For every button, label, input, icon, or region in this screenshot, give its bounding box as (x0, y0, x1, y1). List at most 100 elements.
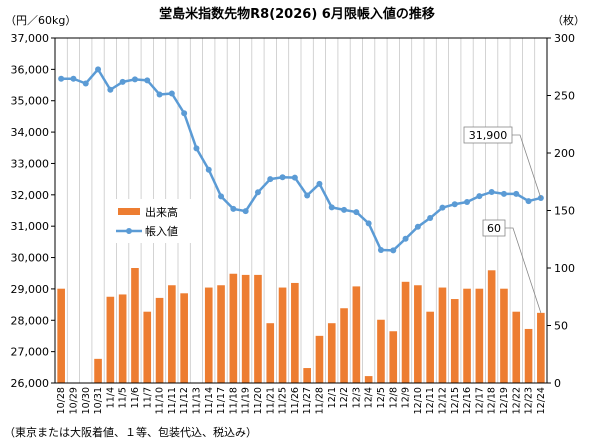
x-tick-label: 11/4 (105, 387, 116, 408)
x-tick-label: 10/30 (81, 387, 92, 414)
price-point (414, 223, 421, 230)
left-tick-label: 28,000 (11, 314, 50, 327)
price-point (341, 206, 348, 213)
price-point (144, 77, 151, 84)
callout-box (463, 126, 513, 144)
left-tick-label: 36,000 (11, 63, 50, 76)
bar (204, 287, 213, 383)
x-tick-label: 11/19 (241, 387, 252, 414)
price-point (82, 80, 89, 87)
price-point (230, 205, 237, 212)
callout-label: 60 (487, 222, 501, 235)
x-tick-label: 12/18 (487, 387, 498, 414)
price-point (365, 220, 372, 227)
price-point (254, 189, 261, 196)
x-tick-label: 12/22 (511, 387, 522, 414)
left-tick-label: 33,000 (11, 157, 50, 170)
chart-title: 堂島米指数先物R8(2026) 6月限帳入値の推移 (159, 6, 435, 22)
left-axis-ticks: 26,000 27,000 28,000 29,000 30,000 31,000 32,0… (11, 32, 55, 390)
x-tick-label: 10/31 (93, 387, 104, 414)
legend-label-price: 帳入値 (145, 224, 178, 238)
x-tick-label: 11/14 (204, 387, 215, 414)
right-tick-label: 250 (554, 90, 575, 103)
price-point (70, 75, 77, 82)
price-point (205, 166, 212, 173)
bar (524, 328, 533, 383)
price-point (304, 192, 311, 199)
bars-group (57, 268, 545, 383)
price-point (513, 190, 520, 197)
bar (254, 274, 262, 383)
bar (487, 270, 496, 383)
bar (278, 287, 287, 383)
x-tick-label: 11/25 (278, 387, 289, 414)
x-tick-label: 12/15 (450, 387, 461, 414)
price-point (181, 110, 188, 117)
right-axis-unit: （枚） (552, 13, 585, 27)
bar (352, 286, 361, 383)
bar (57, 288, 65, 383)
right-tick-label: 200 (554, 147, 575, 160)
legend: 出来高 帳入値 (106, 199, 196, 243)
bar (438, 287, 447, 383)
price-point (218, 193, 225, 200)
price-line (61, 68, 542, 252)
price-point (193, 145, 200, 152)
bar (241, 274, 250, 383)
bar (401, 281, 410, 383)
price-point (119, 78, 126, 85)
x-tick-label: 11/20 (253, 387, 264, 414)
x-tick-label: 12/4 (364, 387, 375, 408)
legend-line-marker (126, 228, 132, 234)
bar (155, 297, 164, 383)
right-tick-label: 300 (554, 32, 575, 45)
bar (340, 308, 348, 383)
bar (377, 319, 385, 383)
bar (537, 312, 545, 383)
price-point (107, 86, 114, 93)
left-tick-label: 31,000 (11, 220, 50, 233)
right-axis-ticks: 0 50 100 150 200 250 300 (547, 32, 575, 390)
bar (143, 311, 152, 383)
x-tick-label: 12/16 (462, 387, 473, 414)
callouts: 31,900 60 (463, 126, 542, 313)
x-tick-label: 12/10 (413, 387, 424, 414)
price-point (279, 174, 286, 181)
price-point (58, 75, 65, 82)
bar (217, 285, 225, 383)
x-tick-label: 10/28 (56, 387, 67, 414)
x-tick-label: 10/29 (68, 387, 79, 414)
x-tick-label: 11/6 (130, 387, 141, 408)
left-tick-label: 32,000 (11, 189, 50, 202)
x-tick-label: 11/5 (118, 387, 129, 408)
x-tick-label: 11/17 (216, 387, 227, 414)
price-point (390, 247, 397, 254)
price-point (131, 76, 138, 83)
bar (94, 358, 102, 383)
price-point (500, 190, 507, 197)
x-tick-label: 12/8 (388, 387, 399, 408)
callout-label: 31,900 (469, 129, 508, 142)
bar (450, 299, 459, 383)
x-tick-label: 12/11 (425, 387, 436, 414)
bar (463, 288, 471, 383)
price-point (464, 199, 471, 206)
legend-box (106, 199, 196, 243)
right-tick-label: 50 (554, 320, 568, 333)
callout-leader (512, 134, 542, 199)
bar (414, 285, 422, 383)
bar (106, 296, 115, 383)
x-axis-ticks: 10/28 10/29 10/30 10/31 11/4 11/5 11/6 11/7 11/1… (56, 387, 547, 414)
price-point (291, 174, 298, 181)
bar (131, 268, 139, 383)
price-point (525, 198, 532, 205)
bar (426, 311, 434, 383)
x-tick-label: 11/11 (167, 387, 178, 414)
callout-leader (505, 227, 542, 313)
bar (327, 323, 336, 383)
bar (118, 294, 127, 383)
legend-label-volume: 出来高 (145, 205, 178, 219)
x-tick-label: 12/19 (499, 387, 510, 414)
right-tick-label: 0 (554, 377, 561, 390)
